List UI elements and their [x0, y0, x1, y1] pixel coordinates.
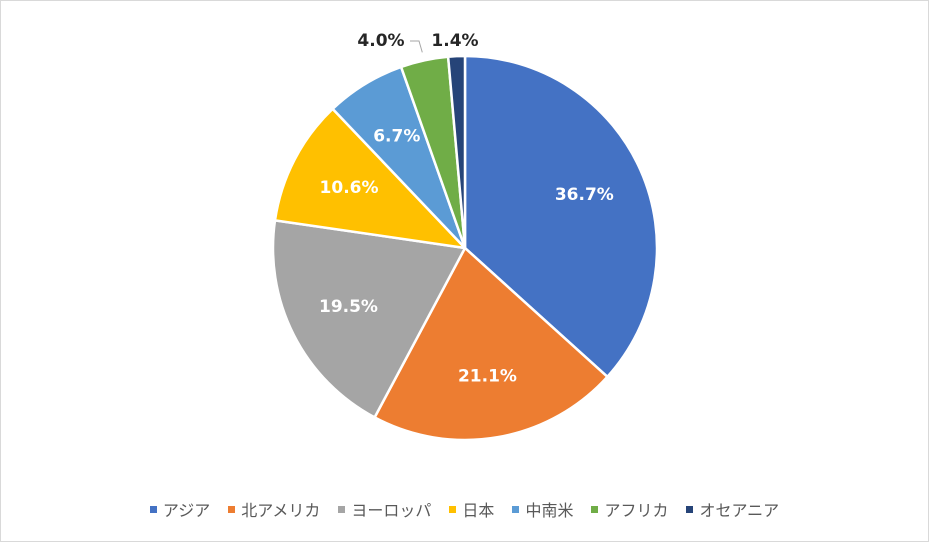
legend-swatch-1	[149, 505, 157, 513]
legend-item-2: 北アメリカ	[228, 497, 320, 521]
legend-label-6: アフリカ	[604, 501, 669, 520]
legend-label-1: アジア	[162, 501, 211, 520]
pie-slice-4	[273, 107, 467, 250]
data-label-6: 4.0%	[357, 31, 404, 51]
legend-item-3: ヨーロッパ	[338, 497, 431, 521]
legend-item-6: アフリカ	[591, 497, 668, 521]
data-label-5: 6.7%	[373, 127, 420, 147]
legend-label-3: ヨーロッパ	[351, 501, 432, 520]
data-label-4: 10.6%	[320, 178, 379, 198]
legend-swatch-3	[338, 505, 346, 513]
legend-swatch-7	[686, 505, 694, 513]
data-label-1: 36.7%	[555, 185, 614, 205]
legend-swatch-4	[449, 505, 457, 513]
legend-swatch-6	[591, 505, 599, 513]
pie-slice-3	[271, 219, 467, 419]
leader-line-6	[410, 40, 423, 53]
pie-slice-1	[463, 54, 659, 379]
legend-item-7: オセアニア	[686, 497, 779, 521]
legend-item-5: 中南米	[512, 497, 573, 521]
legend-label-7: オセアニア	[699, 501, 780, 520]
legend-item-4: 日本	[449, 497, 494, 521]
pie-slice-7	[446, 54, 467, 250]
legend-swatch-5	[512, 505, 520, 513]
legend-label-2: 北アメリカ	[241, 501, 321, 520]
legend-label-5: 中南米	[525, 501, 574, 520]
data-label-3: 19.5%	[319, 297, 378, 317]
chart-legend: アジア 北アメリカ ヨーロッパ 日本 中南米 アフリカ オセアニア	[0, 497, 929, 521]
legend-label-4: 日本	[462, 501, 495, 520]
legend-swatch-2	[228, 505, 236, 513]
data-label-2: 21.1%	[458, 367, 517, 387]
pie-slice-2	[373, 246, 609, 442]
legend-item-1: アジア	[149, 497, 211, 521]
data-label-7: 1.4%	[431, 31, 478, 51]
